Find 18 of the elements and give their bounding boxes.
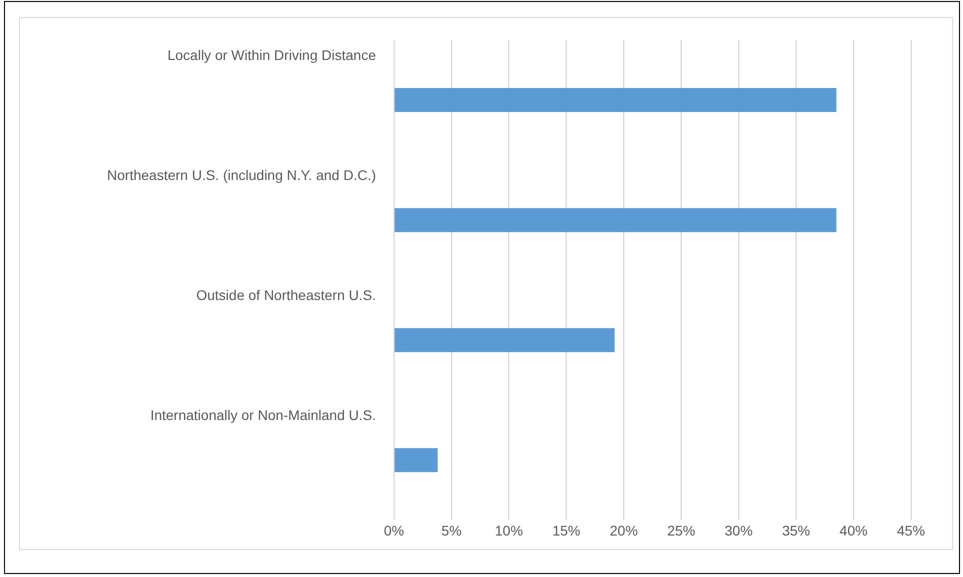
y-tick-label: Internationally or Non-Mainland U.S.: [150, 407, 376, 424]
bar: [394, 88, 836, 112]
x-tick-label: 40%: [840, 522, 868, 538]
x-tick-label: 25%: [667, 522, 696, 538]
x-tick-label: 30%: [724, 522, 753, 538]
x-tick-label: 10%: [494, 522, 523, 538]
bar: [394, 328, 615, 352]
x-tick-label: 20%: [610, 522, 638, 538]
y-tick-label: Locally or Within Driving Distance: [167, 46, 376, 63]
x-tick-label: 5%: [441, 522, 462, 538]
x-tick-label: 0%: [384, 522, 404, 538]
bar: [394, 208, 836, 232]
bar: [394, 448, 438, 472]
x-tick-label: 45%: [896, 522, 926, 538]
x-tick-label: 35%: [782, 522, 810, 538]
x-tick-label: 15%: [552, 522, 580, 538]
y-tick-label: Northeastern U.S. (including N.Y. and D.C.): [107, 166, 376, 183]
y-tick-label: Outside of Northeastern U.S.: [196, 286, 376, 303]
